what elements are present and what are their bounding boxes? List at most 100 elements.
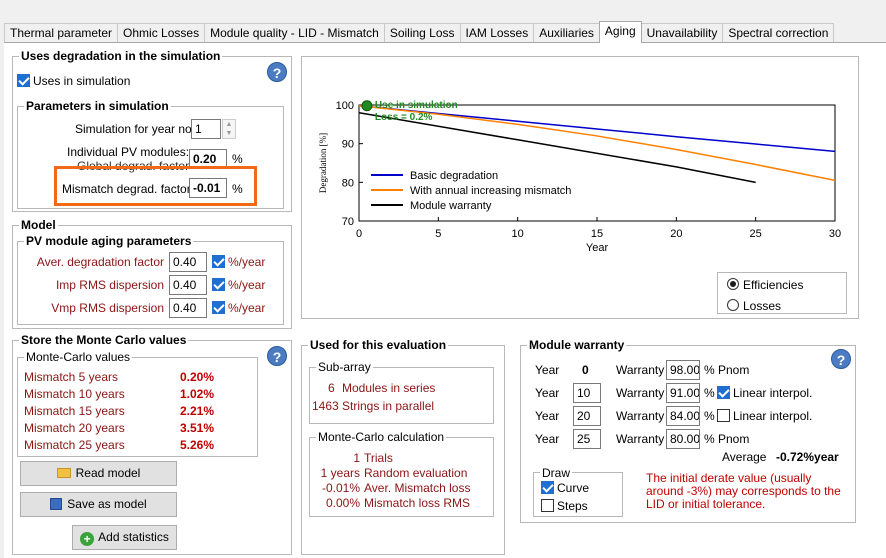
linear-interpol-checkbox[interactable] xyxy=(717,409,730,422)
save-model-label: Save as model xyxy=(67,497,147,511)
linear-interpol-checkbox[interactable] xyxy=(717,386,730,399)
x-tick-label: 20 xyxy=(670,228,682,240)
linear-interpol-label: Linear interpol. xyxy=(733,386,813,400)
model-param-input[interactable]: 0.40 xyxy=(169,298,207,318)
mismatch-degrad-input[interactable]: -0.01 xyxy=(189,178,227,198)
losses-radio[interactable] xyxy=(727,299,739,311)
pnom-label: % Pnom xyxy=(704,363,750,377)
efficiencies-label: Efficiencies xyxy=(743,278,804,292)
tab-soiling-loss[interactable]: Soiling Loss xyxy=(383,23,461,43)
individual-modules-label: Individual PV modules: xyxy=(67,145,190,159)
legend-label: Module warranty xyxy=(410,200,492,212)
plus-icon: + xyxy=(80,532,95,546)
warranty-value-input[interactable]: 80.00 xyxy=(666,429,700,449)
model-param-checkbox[interactable] xyxy=(212,301,225,314)
steps-checkbox[interactable] xyxy=(541,499,554,512)
x-tick-label: 30 xyxy=(829,228,841,240)
model-param-checkbox[interactable] xyxy=(212,255,225,268)
mc-values-title: Monte-Carlo values xyxy=(24,350,133,364)
help-icon[interactable]: ? xyxy=(831,349,851,369)
add-statistics-label: Add statistics xyxy=(98,530,169,544)
percent-label: % xyxy=(704,386,715,400)
tab-iam-losses[interactable]: IAM Losses xyxy=(459,23,535,43)
uses-in-simulation-label: Uses in simulation xyxy=(33,74,131,88)
model-param-input[interactable]: 0.40 xyxy=(169,275,207,295)
tab-unavailability[interactable]: Unavailability xyxy=(640,23,724,43)
sim-year-input[interactable]: 1 xyxy=(191,119,221,139)
warranty-label: Warranty xyxy=(616,432,665,446)
curve-checkbox[interactable] xyxy=(541,481,554,494)
warranty-title: Module warranty xyxy=(527,338,627,352)
help-icon[interactable]: ? xyxy=(267,346,287,366)
model-param-label: Aver. degradation factor xyxy=(36,255,164,269)
mc-calc-number: 0.00% xyxy=(325,496,360,510)
series-line-2 xyxy=(358,111,756,184)
mc-value-name: Mismatch 20 years xyxy=(24,421,125,435)
x-tick-label: 0 xyxy=(356,228,362,240)
store-mc-title: Store the Monte Carlo values xyxy=(19,333,189,347)
series-line-1 xyxy=(358,105,836,182)
efficiencies-radio[interactable] xyxy=(727,278,739,290)
draw-group: Draw xyxy=(533,466,623,517)
mc-values-group: Monte-Carlo values xyxy=(17,350,258,457)
year-label: Year xyxy=(535,432,560,446)
simulation-marker xyxy=(361,100,373,112)
add-statistics-button[interactable]: + Add statistics xyxy=(72,525,177,550)
model-param-input[interactable]: 0.40 xyxy=(169,252,207,272)
warranty-value-input[interactable]: 91.00 xyxy=(666,383,700,403)
model-title: Model xyxy=(19,218,58,232)
mc-calc-text: Random evaluation xyxy=(364,466,468,480)
warranty-year-input[interactable]: 10 xyxy=(573,383,601,403)
mc-value: 5.26% xyxy=(180,438,215,452)
params-in-simulation-title: Parameters in simulation xyxy=(24,99,171,113)
draw-title: Draw xyxy=(540,466,573,480)
x-tick-label: 25 xyxy=(750,228,762,240)
tab-module-quality-lid-mismatch[interactable]: Module quality - LID - Mismatch xyxy=(204,23,385,43)
plot-area xyxy=(358,104,836,222)
mc-value: 1.02% xyxy=(180,387,215,401)
view-options-box xyxy=(717,272,847,314)
save-model-button[interactable]: Save as model xyxy=(20,492,177,517)
warranty-value-input[interactable]: 84.00 xyxy=(666,406,700,426)
mc-value-row: Mismatch 15 years 2.21% xyxy=(24,403,224,420)
tab-ohmic-losses[interactable]: Ohmic Losses xyxy=(117,23,206,43)
mc-value-name: Mismatch 15 years xyxy=(24,404,125,418)
average-label: Average xyxy=(722,450,767,464)
tab-auxiliaries[interactable]: Auxiliaries xyxy=(533,23,600,43)
mc-calc-group: Monte-Carlo calculation xyxy=(309,430,494,517)
mc-value-row: Mismatch 20 years 3.51% xyxy=(24,420,224,437)
x-axis-label: Year xyxy=(586,242,609,254)
warranty-year-input[interactable]: 25 xyxy=(573,429,601,449)
warranty-value-input[interactable]: 98.00 xyxy=(666,360,700,380)
global-degrad-input[interactable]: 0.20 xyxy=(189,149,227,169)
uses-in-simulation-checkbox[interactable] xyxy=(17,74,30,87)
tab-spectral-correction[interactable]: Spectral correction xyxy=(722,23,835,43)
tab-bar: Thermal parameter Ohmic Losses Module qual… xyxy=(4,21,835,43)
warranty-year-input[interactable]: 20 xyxy=(573,406,601,426)
tab-thermal-parameter[interactable]: Thermal parameter xyxy=(4,23,119,43)
mismatch-degrad-label: Mismatch degrad. factor xyxy=(62,182,191,196)
warranty-year-value: 0 xyxy=(582,363,589,377)
subarray-title: Sub-array xyxy=(316,360,373,374)
x-tick-label: 5 xyxy=(435,228,441,240)
help-icon[interactable]: ? xyxy=(267,62,287,82)
tab-aging[interactable]: Aging xyxy=(598,21,642,43)
mc-calc-text: Mismatch loss RMS xyxy=(364,496,471,510)
read-model-button[interactable]: Read model xyxy=(20,461,177,486)
year-label: Year xyxy=(535,363,560,377)
percent-label: % xyxy=(704,409,715,423)
highlight-box xyxy=(54,166,257,206)
steps-label: Steps xyxy=(557,499,588,513)
mc-value: 3.51% xyxy=(180,421,215,435)
model-param-label: Vmp RMS dispersion xyxy=(51,301,164,315)
uses-degradation-group: Uses degradation in the simulation xyxy=(12,49,292,212)
average-value: -0.72%year xyxy=(776,450,839,464)
model-param-checkbox[interactable] xyxy=(212,278,225,291)
mc-calc-text: Trials xyxy=(364,451,393,465)
modules-count: 6 xyxy=(328,381,335,395)
sim-year-spinner[interactable]: ▲ ▼ xyxy=(222,119,236,139)
y-tick-label: 100 xyxy=(336,100,354,112)
y-tick-label: 70 xyxy=(342,216,354,228)
warranty-group: Module warranty xyxy=(520,338,856,523)
mc-calc-number: 1 xyxy=(353,451,360,465)
